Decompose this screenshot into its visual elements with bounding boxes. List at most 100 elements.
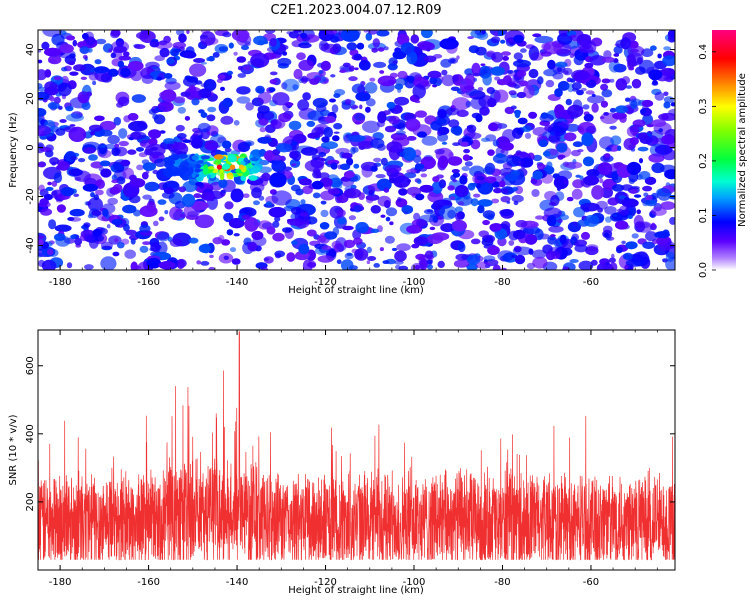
heatmap-cell (531, 249, 547, 259)
heatmap-cell (95, 189, 104, 196)
heatmap-cell (324, 115, 336, 124)
heatmap-cell (517, 117, 528, 125)
heatmap-cell (662, 258, 668, 263)
heatmap-cell (48, 55, 62, 65)
heatmap-cell (300, 199, 306, 205)
heatmap-cell (421, 135, 438, 146)
heatmap-cell (394, 250, 407, 262)
heatmap-cell (462, 154, 471, 161)
heatmap-cell (466, 263, 478, 270)
heatmap-cell (550, 237, 555, 241)
heatmap-cell (657, 188, 672, 201)
heatmap-cell (105, 143, 116, 150)
heatmap-cell (94, 115, 105, 122)
heatmap-cell (514, 254, 526, 265)
heatmap-cell (174, 48, 182, 53)
heatmap-cell (573, 221, 578, 226)
heatmap-cell (38, 69, 47, 81)
heatmap-cell (585, 90, 595, 95)
heatmap-cell (605, 147, 612, 152)
heatmap-peak-cell (230, 164, 236, 170)
snr-panel: -180 -160 -140 -120 -100 -80 -60 200 400 600 Hei… (8, 329, 676, 596)
heatmap-cell (213, 154, 224, 160)
heatmap-cell (259, 127, 267, 133)
heatmap-cell (110, 52, 117, 59)
heatmap-cell (589, 55, 607, 66)
heatmap-cell (142, 241, 151, 246)
heatmap-cell (470, 238, 481, 245)
heatmap-cell (429, 226, 436, 231)
heatmap-cell (665, 256, 675, 270)
heatmap-cell (194, 214, 214, 229)
x-tick-label: -120 (314, 577, 337, 588)
x-tick-label: -160 (137, 277, 160, 288)
heatmap-cell (603, 112, 609, 116)
heatmap-cell (53, 172, 63, 184)
heatmap-cell (532, 33, 542, 38)
heatmap-cell (497, 30, 505, 36)
heatmap-cell (342, 62, 351, 68)
heatmap-cell (164, 187, 174, 194)
heatmap-cell (377, 111, 387, 124)
heatmap-cell (194, 168, 201, 173)
heatmap-cell (377, 47, 385, 52)
heatmap-cell (565, 161, 583, 169)
heatmap-cell (394, 96, 410, 106)
heatmap-frame (37, 29, 676, 271)
heatmap-cell (609, 125, 617, 130)
heatmap-cell (383, 187, 390, 193)
heatmap-y-ticks: -40 -20 0 20 40 (25, 43, 675, 254)
heatmap-cell (609, 107, 617, 113)
heatmap-cell (373, 61, 387, 68)
heatmap-cell (546, 161, 553, 169)
heatmap-cell (373, 263, 381, 268)
heatmap-cell (373, 157, 382, 163)
heatmap-cell (530, 178, 538, 185)
heatmap-cell (366, 246, 372, 254)
heatmap-cell (337, 180, 342, 185)
heatmap-cell (354, 113, 366, 121)
heatmap-cell (65, 113, 84, 122)
heatmap-cell (484, 162, 496, 175)
heatmap-cell (100, 129, 113, 137)
heatmap-cell (383, 46, 389, 51)
heatmap-cell (72, 39, 78, 47)
heatmap-cell (136, 164, 144, 171)
heatmap-cell (368, 189, 374, 196)
heatmap-cell (271, 155, 283, 161)
heatmap-cell (200, 112, 208, 118)
heatmap-cell (493, 187, 503, 194)
heatmap-cell (662, 55, 675, 67)
heatmap-cell (522, 125, 532, 132)
heatmap-cell (432, 176, 440, 183)
heatmap-cell (93, 194, 100, 201)
heatmap-cell (654, 231, 670, 239)
x-tick-label: -160 (137, 577, 160, 588)
heatmap-cell (573, 207, 586, 218)
heatmap-cell (297, 99, 310, 111)
heatmap-cell (385, 207, 398, 217)
heatmap-cell (38, 184, 45, 192)
heatmap-cell (398, 265, 409, 270)
heatmap-cell (429, 77, 438, 85)
heatmap-cell (636, 209, 641, 215)
heatmap-cell (107, 197, 118, 205)
heatmap-cell (216, 158, 222, 165)
heatmap-cell (206, 57, 211, 61)
heatmap-cell (583, 113, 594, 122)
heatmap-cell (456, 109, 469, 117)
heatmap-cell (669, 216, 675, 225)
heatmap-cell (617, 145, 622, 151)
heatmap-cell (109, 186, 120, 195)
heatmap-cell (481, 137, 490, 142)
heatmap-cell (171, 171, 181, 176)
heatmap-cell (336, 259, 342, 265)
heatmap-cell (406, 51, 418, 65)
heatmap-cell (565, 98, 572, 106)
heatmap-cell (158, 216, 165, 222)
heatmap-cell (153, 220, 159, 227)
heatmap-cell (220, 86, 225, 91)
heatmap-cell (447, 156, 463, 166)
heatmap-cell (198, 135, 202, 139)
heatmap-cell (236, 56, 247, 63)
